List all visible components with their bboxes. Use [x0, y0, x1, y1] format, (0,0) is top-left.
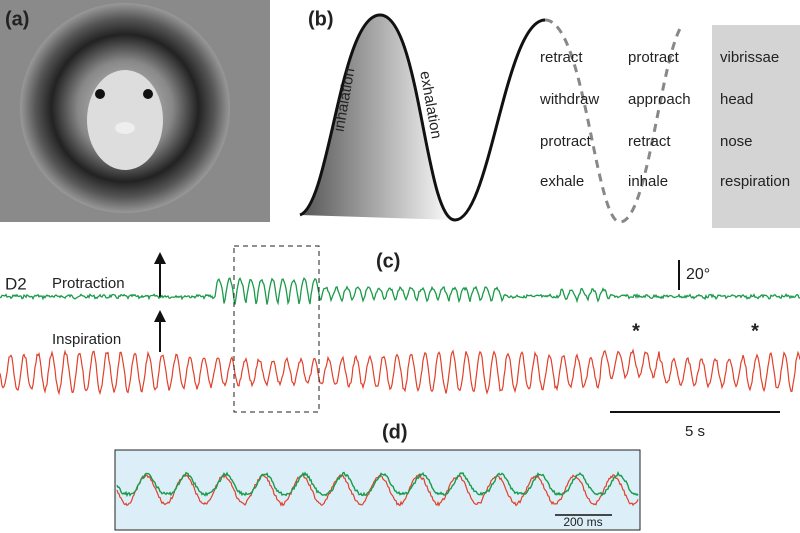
whisker-label: D2 [5, 274, 27, 293]
table-cell: retract [540, 49, 583, 66]
trace [116, 470, 639, 498]
trace [0, 348, 800, 396]
table-cell: inhale [628, 173, 668, 190]
scale-label: 200 ms [563, 515, 602, 529]
panel-label: (c) [376, 250, 400, 272]
table-cell: retract [628, 133, 671, 150]
highlight-box [712, 25, 800, 228]
trace [116, 473, 639, 507]
table-cell: head [720, 91, 753, 108]
marker: * [632, 320, 640, 342]
trace-label: Protraction [52, 275, 125, 292]
table-cell: withdraw [539, 91, 599, 108]
zoom-panel [114, 449, 641, 531]
table-cell: vibrissae [720, 49, 779, 66]
table-cell: protract [540, 133, 592, 150]
trace-label: Inspiration [52, 331, 121, 348]
photo [0, 0, 270, 222]
table: retract protract vibrissae withdraw approach… [539, 49, 790, 190]
scale-label: 5 s [685, 423, 705, 440]
table-cell: approach [628, 91, 691, 108]
table-cell: protract [628, 49, 680, 66]
table-cell: respiration [720, 173, 790, 190]
inhalation-shade [300, 15, 455, 220]
panel-label: (d) [382, 421, 408, 443]
panel-label: (b) [308, 8, 334, 30]
zoom-traces [116, 470, 639, 507]
zoom-box [233, 245, 320, 413]
table-cell: nose [720, 133, 753, 150]
panel-label: (a) [5, 8, 29, 30]
cycle-curve-dashed [544, 18, 684, 224]
traces [0, 277, 800, 396]
marker: * [751, 320, 759, 342]
table-cell: exhale [540, 173, 584, 190]
cycle-curve [299, 13, 546, 222]
scale-label: 20° [686, 266, 710, 283]
trace [0, 277, 800, 306]
